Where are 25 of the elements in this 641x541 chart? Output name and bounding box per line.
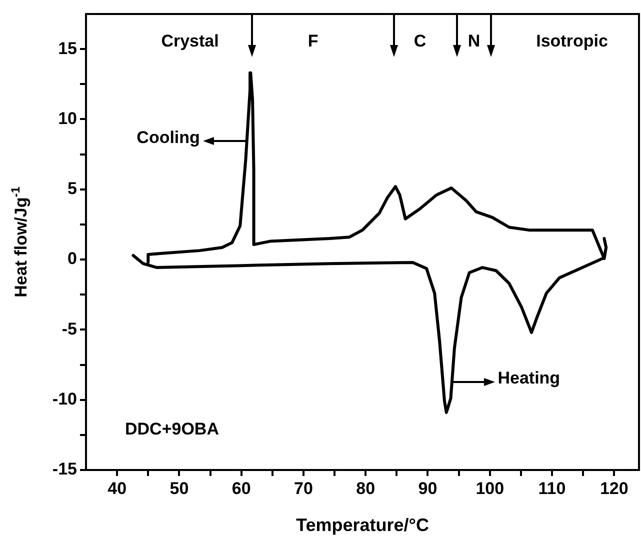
y-tick-label: 5 (68, 179, 77, 198)
annotation: F (308, 32, 318, 51)
x-tick-label: 120 (600, 478, 628, 498)
y-tick-label: 0 (68, 249, 77, 268)
annotation: N (468, 32, 480, 51)
y-tick-label: -5 (62, 319, 77, 338)
x-tick-label: 100 (476, 478, 504, 498)
y-tick-label: -10 (52, 390, 77, 409)
annotation: DDC+9OBA (125, 420, 219, 439)
x-axis-title: Temperature/°C (296, 515, 429, 536)
y-tick-label: 15 (58, 38, 77, 58)
x-tick-label: 40 (108, 478, 127, 498)
x-tick-label: 50 (170, 478, 189, 498)
x-tick-label: 110 (538, 478, 566, 498)
annotation: Heating (498, 368, 560, 388)
annotation: Crystal (161, 32, 219, 51)
x-tick-label: 80 (356, 478, 376, 498)
x-tick-label: 60 (232, 478, 251, 498)
y-tick-label: 10 (58, 108, 77, 128)
x-tick-label: 70 (294, 478, 313, 498)
x-tick-label: 90 (418, 478, 438, 498)
annotation: C (414, 32, 426, 51)
annotation: Cooling (136, 128, 200, 147)
y-tick-label: -15 (52, 460, 77, 479)
annotation: Isotropic (536, 32, 608, 51)
